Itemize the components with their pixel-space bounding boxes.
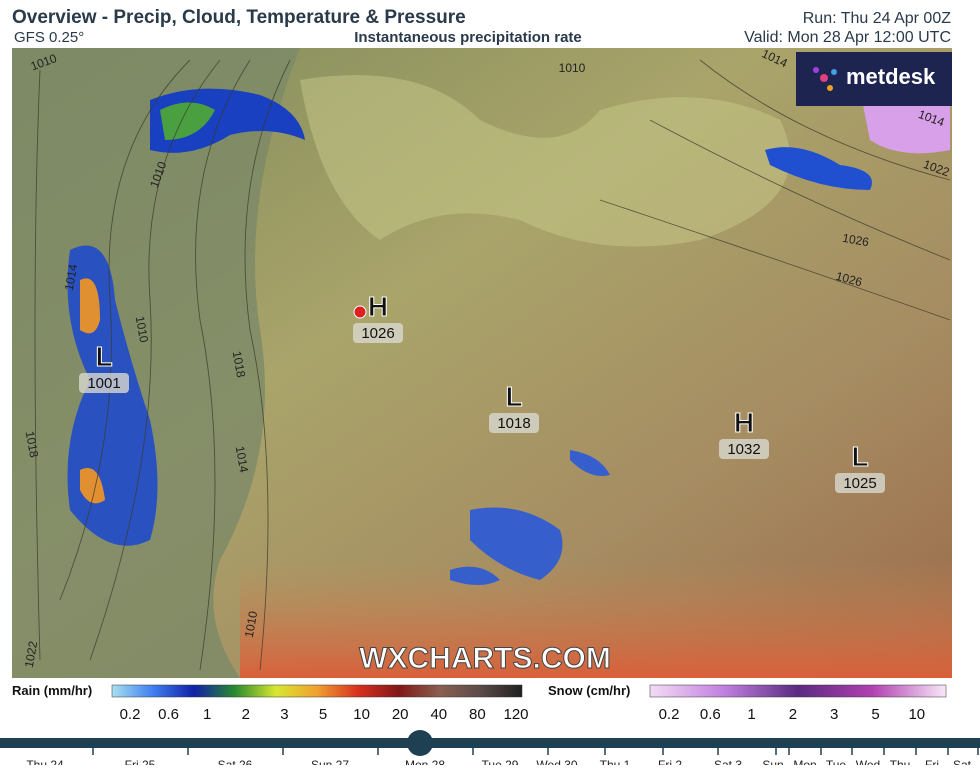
rain-colorbar: [111, 684, 523, 698]
pressure-symbol: L: [505, 381, 522, 412]
timeline-day[interactable]: Fri 25: [125, 758, 156, 770]
rain-tick-label: 0.6: [158, 706, 179, 723]
timeline-day[interactable]: Sat 3: [714, 758, 742, 770]
timeline-day[interactable]: Tue: [826, 758, 847, 770]
snow-tick-label: 0.6: [700, 706, 721, 723]
pressure-value-box: [489, 413, 539, 433]
rain-tick-label: 10: [353, 706, 370, 723]
logo-icon: [813, 67, 837, 91]
timeline-day[interactable]: Wed 30: [536, 758, 577, 770]
isobars: [34, 59, 951, 671]
isobar-label: 1014: [62, 263, 80, 292]
timeline-day[interactable]: Sun 27: [311, 758, 349, 770]
logo: metdesk: [846, 64, 936, 89]
precip: [450, 450, 610, 585]
rain-tick-label: 3: [280, 706, 288, 723]
cloud: [300, 75, 790, 247]
timeline-day[interactable]: Thu 1: [600, 758, 631, 770]
timeline-day[interactable]: Tue 29: [482, 758, 519, 770]
snow-tick-label: 1: [747, 706, 755, 723]
isobar-label: 1010: [133, 315, 151, 344]
precip: [160, 102, 215, 140]
pressure-value: 1018: [497, 415, 530, 432]
snow-legend-label: Snow (cm/hr): [548, 683, 630, 698]
timeline-day[interactable]: Mon 28: [405, 758, 445, 770]
timeline-day[interactable]: Wed: [856, 758, 880, 770]
timeline-day[interactable]: Sat 26: [218, 758, 253, 770]
precip: [765, 147, 872, 190]
pressure-value-box: [79, 373, 129, 393]
snow-tick-label: 10: [908, 706, 925, 723]
isobar-label: 1018: [230, 350, 248, 379]
pressure-symbol: H: [368, 291, 388, 322]
timeline-day[interactable]: Thu 24: [26, 758, 64, 770]
timeline-handle[interactable]: [407, 730, 433, 756]
pressure-value: 1025: [843, 475, 876, 492]
pressure-value: 1026: [361, 325, 394, 342]
rain-legend-label: Rain (mm/hr): [12, 683, 92, 698]
timeline-day[interactable]: Fri: [925, 758, 939, 770]
precip: [80, 278, 105, 504]
isobar-label: 1014: [233, 445, 251, 474]
timeline-day[interactable]: Mon: [793, 758, 816, 770]
timeline-bar[interactable]: [0, 738, 980, 748]
timeline-day[interactable]: Thu: [890, 758, 911, 770]
rain-tick-label: 5: [319, 706, 327, 723]
pressure-value-box: [719, 439, 769, 459]
snow-tick-label: 2: [789, 706, 797, 723]
isobar-label: 1026: [834, 269, 864, 290]
pressure-value-box: [353, 323, 403, 343]
pressure-symbol: H: [734, 407, 754, 438]
rain-tick-label: 2: [242, 706, 250, 723]
rain-tick-label: 120: [503, 706, 528, 723]
subtitle: Instantaneous precipitation rate: [354, 29, 582, 46]
isobar-label: 1010: [559, 61, 586, 75]
pressure-symbol: L: [95, 341, 112, 372]
warm-region: [240, 560, 952, 678]
pressure-value: 1001: [87, 375, 120, 392]
isobar-label: 1018: [23, 430, 41, 459]
legend-ticks: 0.2 0.6 1 2 3 5 10 20 40 80 120 0.2 0.6 1 2 3 5 10: [120, 706, 926, 723]
location-marker: [353, 305, 367, 319]
pressure-centers: H 1026 L 1001 L 1018 H 1032 L 1025: [79, 291, 885, 493]
rain-tick-label: 40: [430, 706, 447, 723]
snow-tick-label: 0.2: [659, 706, 680, 723]
pressure-value: 1032: [727, 441, 760, 458]
isobar-label: 1010: [242, 610, 260, 639]
timeline-day[interactable]: Sun: [762, 758, 783, 770]
rain-tick-label: 1: [203, 706, 211, 723]
map: 1010101010141010101810141018102210101014…: [12, 46, 952, 678]
model: GFS 0.25°: [14, 29, 84, 46]
title: Overview - Precip, Cloud, Temperature & …: [12, 7, 466, 28]
timeline-day[interactable]: Sat: [953, 758, 972, 770]
timeline-day[interactable]: Fri 2: [658, 758, 682, 770]
rain-tick-label: 0.2: [120, 706, 141, 723]
timeline: Thu 24 Fri 25 Sat 26 Sun 27 Mon 28 Tue 29 Wed …: [26, 748, 979, 770]
rain-tick-label: 80: [469, 706, 486, 723]
run-time: Run: Thu 24 Apr 00Z: [803, 10, 951, 27]
snow-colorbar: [649, 684, 947, 698]
watermark: WXCHARTS.COM: [359, 642, 611, 675]
isobar-label: 1026: [841, 231, 870, 249]
rain-tick-label: 20: [392, 706, 409, 723]
isobar-label: 1022: [22, 640, 40, 669]
pressure-value-box: [835, 473, 885, 493]
valid-time: Valid: Mon 28 Apr 12:00 UTC: [744, 29, 951, 46]
pressure-symbol: L: [851, 441, 868, 472]
snow-tick-label: 3: [830, 706, 838, 723]
snow-tick-label: 5: [871, 706, 879, 723]
